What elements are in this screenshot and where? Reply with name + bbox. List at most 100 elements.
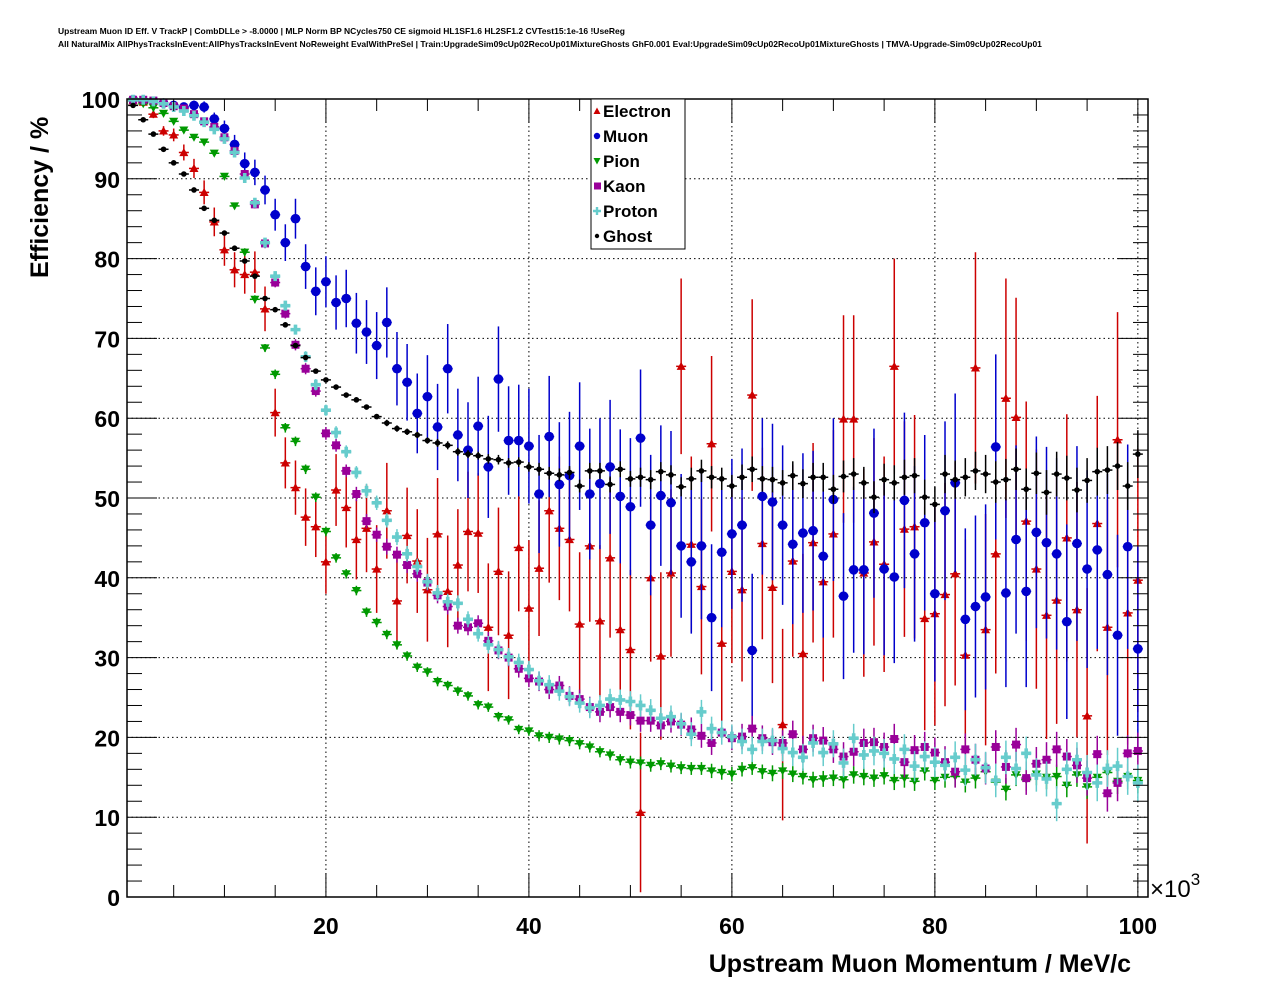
data-point xyxy=(392,596,402,605)
data-point xyxy=(797,752,808,763)
data-point xyxy=(849,771,859,780)
data-point xyxy=(747,744,758,755)
data-point xyxy=(668,472,674,478)
data-point xyxy=(292,342,299,349)
data-point xyxy=(331,554,341,563)
data-point xyxy=(767,582,777,591)
data-point xyxy=(1033,470,1040,477)
data-point xyxy=(1082,767,1093,778)
data-point xyxy=(474,619,483,628)
data-point xyxy=(1053,471,1060,477)
data-point xyxy=(921,494,928,501)
data-point xyxy=(219,245,229,254)
data-point xyxy=(1104,467,1111,473)
data-point xyxy=(483,703,493,712)
data-point xyxy=(727,770,737,779)
data-point xyxy=(696,764,706,774)
data-point xyxy=(311,387,320,396)
y-tick-label: 10 xyxy=(94,805,120,831)
data-point xyxy=(363,404,370,410)
x-multiplier-base: ×10 xyxy=(1150,876,1191,903)
data-point xyxy=(403,561,412,570)
data-point xyxy=(371,340,382,351)
data-point xyxy=(688,476,695,482)
data-point xyxy=(849,414,859,423)
data-point xyxy=(249,197,260,208)
data-point xyxy=(473,628,484,639)
data-point xyxy=(584,489,595,499)
data-point xyxy=(759,476,766,482)
data-point xyxy=(1042,755,1051,764)
data-point xyxy=(678,484,684,490)
data-point xyxy=(1003,476,1009,483)
data-point xyxy=(250,295,260,304)
data-point xyxy=(594,700,605,711)
data-point xyxy=(321,276,331,287)
data-point xyxy=(737,765,747,774)
data-point xyxy=(321,527,331,537)
data-point xyxy=(362,608,372,617)
data-point xyxy=(686,764,696,774)
data-point xyxy=(625,696,636,707)
data-point xyxy=(544,679,555,690)
data-point xyxy=(636,807,646,817)
data-point xyxy=(404,428,410,435)
data-point xyxy=(747,645,757,656)
data-point xyxy=(189,133,199,142)
data-point xyxy=(615,491,626,502)
data-point xyxy=(798,528,808,538)
data-point xyxy=(473,528,483,537)
data-point xyxy=(1092,545,1103,555)
data-point xyxy=(899,744,910,755)
data-point xyxy=(442,596,453,607)
data-point xyxy=(767,735,778,746)
data-point xyxy=(881,476,887,483)
data-point xyxy=(747,390,757,399)
data-point xyxy=(696,706,707,717)
data-point xyxy=(179,147,189,157)
data-point xyxy=(229,147,240,158)
data-point xyxy=(373,413,380,420)
data-point xyxy=(159,109,169,118)
data-point xyxy=(381,515,392,526)
data-point xyxy=(686,729,697,740)
data-point xyxy=(169,130,179,139)
data-point xyxy=(1135,451,1141,457)
data-point xyxy=(179,126,189,135)
data-point xyxy=(524,727,534,736)
legend-label: Muon xyxy=(603,127,648,146)
data-point xyxy=(676,361,686,370)
data-point xyxy=(140,116,147,123)
header-line-2: All NaturalMix AllPhysTracksInEvent:AllP… xyxy=(58,39,1042,49)
data-point xyxy=(788,730,797,739)
data-point xyxy=(839,414,849,423)
header-line-1: Upstream Muon ID Eff. V TrackP | CombDLL… xyxy=(58,26,625,36)
data-point xyxy=(515,459,522,465)
data-point xyxy=(504,630,514,639)
x-tick-labels: 20 40 60 80 100 xyxy=(313,913,1157,939)
data-point xyxy=(747,764,757,773)
x-multiplier-exp: 3 xyxy=(1191,870,1200,889)
data-point xyxy=(475,452,481,459)
data-point xyxy=(737,520,747,530)
data-point xyxy=(920,613,930,623)
data-point xyxy=(252,273,258,279)
data-point xyxy=(777,520,788,530)
data-point xyxy=(757,491,768,502)
data-point xyxy=(808,737,819,748)
data-point xyxy=(504,716,514,725)
data-point xyxy=(800,480,806,487)
data-point xyxy=(392,363,402,374)
data-point xyxy=(301,364,310,373)
data-point xyxy=(199,102,209,112)
data-point xyxy=(970,754,981,765)
data-point xyxy=(412,663,422,672)
data-point xyxy=(483,639,494,650)
data-point xyxy=(473,701,483,710)
data-point xyxy=(991,742,1000,751)
data-point xyxy=(556,472,563,478)
data-point xyxy=(899,495,910,506)
data-point xyxy=(424,437,431,444)
data-point xyxy=(716,547,727,558)
legend-entry-electron: Electron xyxy=(593,102,671,121)
